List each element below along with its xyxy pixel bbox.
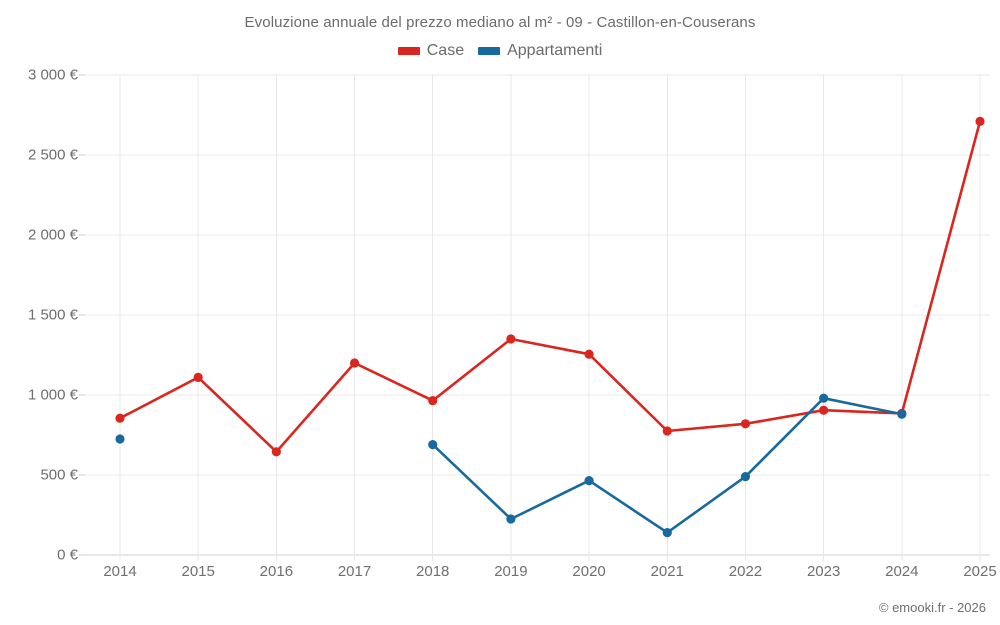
x-tick-label: 2025 [963, 563, 997, 580]
legend-swatch-appartamenti [478, 47, 501, 55]
x-tick-label: 2017 [337, 563, 372, 580]
data-point[interactable] [584, 349, 594, 359]
x-tick-label: 2019 [494, 563, 528, 580]
x-tick-label: 2015 [181, 563, 215, 580]
data-point[interactable] [662, 426, 672, 436]
legend-swatch-case [397, 47, 420, 55]
data-point[interactable] [662, 528, 672, 538]
y-tick-label: 3 000 € [27, 66, 78, 84]
x-tick-label: 2021 [650, 563, 684, 580]
series-line [118, 120, 982, 454]
legend-label-appartamenti: Appartamenti [507, 42, 603, 59]
y-tick-label: 2 500 € [27, 146, 78, 164]
data-point[interactable] [897, 409, 907, 419]
y-axis: 0 € 500 € 1 000 € 1 500 € 2 000 € 2 500 € 3 00… [0, 0, 78, 625]
data-point[interactable] [193, 372, 203, 382]
x-tick-label: 2023 [806, 563, 841, 580]
x-tick-label: 2020 [572, 563, 606, 580]
chart-credit: © emooki.fr - 2026 [878, 600, 986, 615]
data-point[interactable] [428, 440, 438, 450]
y-tick-label: 2 000 € [27, 226, 78, 244]
data-point[interactable] [819, 405, 829, 415]
x-tick-label: 2016 [259, 563, 294, 580]
x-tick-label: 2024 [885, 563, 919, 580]
data-point[interactable] [506, 514, 516, 524]
data-point[interactable] [115, 413, 125, 423]
data-point[interactable] [740, 472, 751, 482]
grid-lines [79, 74, 990, 561]
data-point[interactable] [506, 334, 516, 344]
chart-legend: Case Appartamenti [0, 43, 1000, 59]
x-tick-label: 2014 [103, 563, 137, 580]
data-point[interactable] [584, 476, 594, 486]
data-point[interactable] [428, 396, 438, 406]
legend-label-case: Case [426, 42, 465, 59]
x-tick-label: 2022 [728, 563, 763, 580]
data-point[interactable] [975, 116, 985, 126]
series-lines [118, 120, 982, 534]
data-point[interactable] [740, 419, 751, 429]
x-tick-label: 2018 [416, 563, 450, 580]
chart-title: Evoluzione annuale del prezzo mediano al… [244, 14, 756, 31]
data-point[interactable] [819, 393, 829, 403]
data-point[interactable] [349, 358, 360, 368]
series-points [115, 116, 985, 538]
y-tick-label: 1 500 € [27, 306, 78, 324]
y-tick-label: 500 € [40, 466, 78, 484]
y-tick-label: 0 € [57, 546, 78, 564]
legend-item-case[interactable]: Case [397, 42, 465, 59]
legend-item-appartamenti[interactable]: Appartamenti [478, 43, 602, 59]
data-point[interactable] [271, 447, 281, 457]
y-tick-label: 1 000 € [27, 386, 78, 404]
data-point[interactable] [115, 434, 125, 444]
